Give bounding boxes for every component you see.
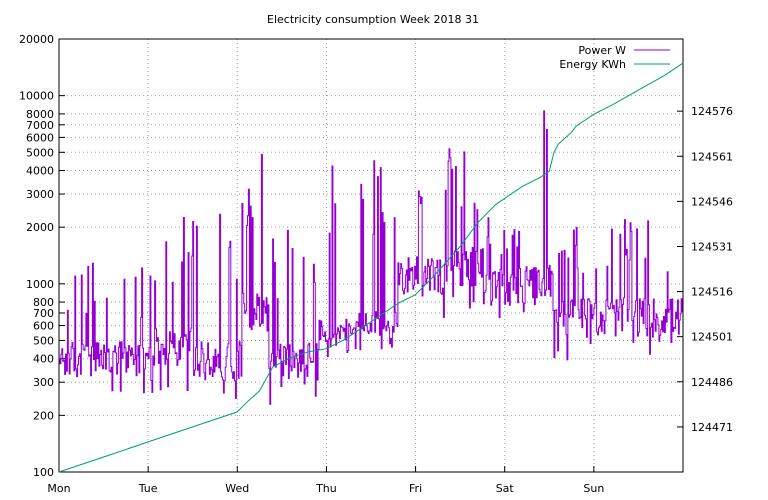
y2-tick-label: 124501 xyxy=(691,331,733,344)
series-energy-kwh xyxy=(58,62,684,473)
y-tick-label: 200 xyxy=(33,409,54,422)
x-tick-label: Wed xyxy=(225,482,249,495)
y-tick-label: 20000 xyxy=(19,33,54,46)
y2-tick-label: 124486 xyxy=(691,376,733,389)
y2-tick-label: 124516 xyxy=(691,286,733,299)
legend: Power W Energy KWh xyxy=(559,44,670,71)
x-axis-labels: Mon Tue Wed Thu Fri Sat Sun xyxy=(47,482,604,495)
y-tick-label: 300 xyxy=(33,376,54,389)
y-tick-label: 700 xyxy=(33,307,54,320)
y2-tick-label: 124471 xyxy=(691,421,733,434)
x-tick-label: Tue xyxy=(138,482,158,495)
legend-label-energy: Energy KWh xyxy=(559,58,626,71)
y2-tick-label: 124546 xyxy=(691,195,733,208)
chart-title: Electricity consumption Week 2018 31 xyxy=(267,13,479,26)
power-line xyxy=(59,110,683,405)
x-tick-label: Fri xyxy=(409,482,422,495)
x-tick-label: Thu xyxy=(315,482,337,495)
y-tick-label: 500 xyxy=(33,334,54,347)
y-tick-label: 4000 xyxy=(26,165,54,178)
y-tick-label: 7000 xyxy=(26,119,54,132)
axis-ticks xyxy=(58,38,683,473)
y-tick-label: 10000 xyxy=(19,90,54,103)
y-tick-label: 6000 xyxy=(26,131,54,144)
y-tick-label: 3000 xyxy=(26,188,54,201)
grid-lines xyxy=(58,38,683,473)
y2-tick-label: 124576 xyxy=(691,105,733,118)
y-tick-label: 5000 xyxy=(26,146,54,159)
x-tick-label: Sun xyxy=(583,482,604,495)
energy-line xyxy=(58,62,684,473)
y-axis-right-labels: 124471 124486 124501 124516 124531 124546 1245… xyxy=(691,105,733,434)
series-power-w xyxy=(59,110,683,405)
y-tick-label: 2000 xyxy=(26,221,54,234)
y-tick-label: 100 xyxy=(33,466,54,479)
y2-tick-label: 124561 xyxy=(691,150,733,163)
y2-tick-label: 124531 xyxy=(691,240,733,253)
y-tick-label: 800 xyxy=(33,296,54,309)
x-tick-label: Sat xyxy=(496,482,515,495)
legend-label-power: Power W xyxy=(578,44,626,57)
plot-frame xyxy=(58,38,684,473)
y-tick-label: 8000 xyxy=(26,108,54,121)
y-tick-label: 600 xyxy=(33,320,54,333)
y-tick-label: 1000 xyxy=(26,278,54,291)
y-tick-label: 400 xyxy=(33,353,54,366)
x-tick-label: Mon xyxy=(47,482,70,495)
